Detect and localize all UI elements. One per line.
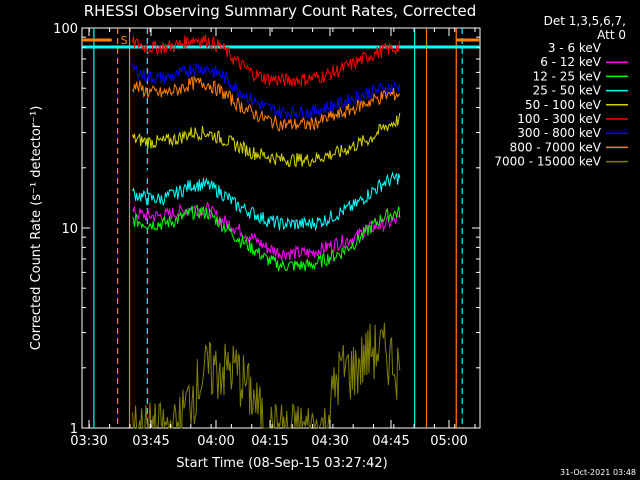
series-line-8	[132, 75, 401, 132]
y-tick-label: 1	[70, 422, 78, 437]
x-axis-label: Start Time (08-Sep-15 03:27:42)	[176, 456, 387, 471]
series-line-9	[132, 322, 401, 430]
x-tick-label: 04:00	[197, 434, 234, 449]
x-tick-label: 04:15	[251, 434, 288, 449]
legend-entry-label: 800 - 7000 keV	[510, 140, 602, 154]
legend-entry-label: 6 - 12 keV	[540, 55, 602, 69]
legend-entry-label: 300 - 800 keV	[517, 126, 601, 140]
x-tick-label: 04:45	[372, 434, 409, 449]
y-axis-label: Corrected Count Rate (s⁻¹ detector⁻¹)	[29, 106, 44, 351]
axis-layer: 1 10 100 03:30 03:45 04:00 04:15 04:30 04:45 05:0…	[53, 22, 480, 449]
timestamp-footer: 31-Oct-2021 03:48	[560, 468, 636, 477]
series-line-4	[132, 171, 401, 232]
series-line-1	[132, 164, 401, 182]
legend-entry-label: 7000 - 15000 keV	[494, 155, 601, 169]
legend-entry-label: 50 - 100 keV	[525, 98, 602, 112]
legend-header-attenuator: Att 0	[597, 28, 626, 42]
legend-entry-label: 3 - 6 keV	[548, 41, 602, 55]
chart-title: RHESSI Observing Summary Count Rates, Co…	[84, 2, 477, 20]
y-tick-label: 100	[53, 22, 78, 37]
x-tick-label: 05:00	[430, 434, 467, 449]
series-line-5	[132, 112, 401, 168]
legend-entry-label: 12 - 25 keV	[533, 69, 602, 83]
legend-header-detectors: Det 1,3,5,6,7,	[544, 14, 626, 28]
legend-entry-label: 25 - 50 keV	[533, 84, 602, 98]
series-line-3	[132, 205, 401, 272]
series-layer	[131, 34, 401, 430]
x-tick-label: 03:30	[70, 434, 107, 449]
band-label-s: S	[121, 34, 128, 47]
annotation-layer: S	[82, 28, 480, 428]
y-tick-label: 10	[61, 222, 78, 237]
x-tick-label: 04:30	[311, 434, 348, 449]
series-line-6	[132, 34, 401, 88]
x-tick-label: 03:45	[132, 434, 169, 449]
series-line-7	[132, 62, 401, 120]
legend-entry-label: 100 - 300 keV	[517, 112, 601, 126]
